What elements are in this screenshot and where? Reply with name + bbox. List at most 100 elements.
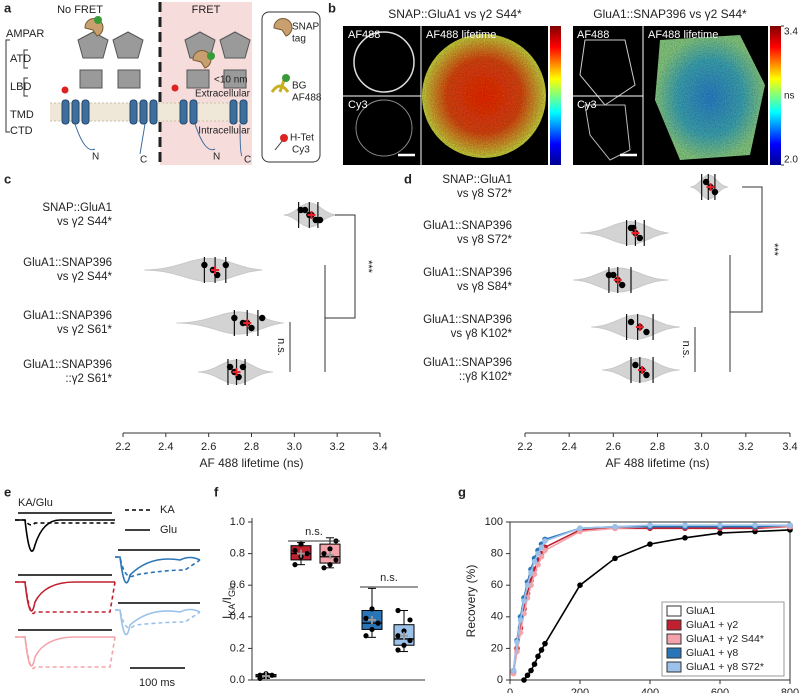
legend-label: GluA1 + γ2 S44*	[686, 633, 764, 645]
fluorophore	[94, 16, 102, 24]
data-point	[510, 667, 517, 674]
panel-label: a	[4, 0, 12, 15]
data-point	[702, 178, 710, 186]
category-label: GluA1::SNAP396	[423, 267, 512, 279]
significance-bracket	[729, 186, 763, 372]
legend-label: H-Tet	[290, 133, 314, 144]
legend-icon	[282, 74, 290, 82]
panel-label: d	[404, 171, 412, 186]
data-point	[612, 555, 618, 562]
data-point	[375, 620, 381, 626]
data-point	[682, 535, 688, 541]
trace	[15, 636, 116, 670]
legend-swatch	[666, 619, 682, 631]
x-tick-label: 3.0	[694, 441, 709, 453]
acceptor	[171, 84, 179, 92]
data-point	[333, 557, 339, 563]
annotation: n.s.	[380, 572, 398, 584]
legend-box	[261, 11, 321, 163]
traces-e	[15, 509, 201, 670]
data-point	[369, 626, 375, 633]
category-label: vs γ2 S61*	[57, 324, 112, 336]
data-point	[257, 672, 263, 678]
y-tick-label: 0.2	[230, 642, 245, 654]
data-point	[259, 314, 266, 322]
category-label: GluA1::SNAP396	[423, 357, 512, 369]
data-point	[542, 538, 548, 544]
distance-label: <10 nm	[214, 75, 248, 86]
mean-marker	[211, 266, 220, 274]
legend-swatch	[666, 647, 682, 659]
y-tick-label: 20	[491, 642, 503, 654]
data-point	[711, 188, 719, 196]
x-tick-label: 3.4	[372, 441, 387, 453]
annotation: n.s.	[305, 526, 323, 538]
category-label: GluA1::SNAP396	[423, 220, 512, 232]
data-point	[717, 522, 723, 528]
panel-label: f	[214, 484, 219, 499]
trace-title: KA/Glu	[18, 497, 53, 509]
legend-label: BG	[292, 81, 307, 92]
mean-marker	[297, 549, 305, 558]
x-tick-label: 2.2	[517, 441, 532, 453]
region-label: CTD	[10, 125, 33, 137]
data-point	[524, 582, 531, 588]
data-point	[363, 633, 369, 639]
mean-marker	[631, 229, 640, 237]
receptor	[77, 31, 251, 89]
data-point	[627, 318, 635, 326]
terminus: C	[244, 155, 251, 166]
x-tick-label: 2.4	[562, 441, 577, 453]
data-point	[643, 328, 650, 336]
data-point	[292, 547, 298, 554]
data-point	[239, 363, 247, 371]
colorbar	[770, 26, 781, 165]
violin	[176, 311, 284, 335]
data-point	[316, 216, 324, 224]
mean-marker	[326, 551, 334, 560]
data-point	[612, 523, 618, 530]
diagram-title: FRET	[192, 4, 221, 16]
data-point	[231, 314, 238, 322]
legend-icon	[273, 18, 293, 37]
x-tick-label: 200	[571, 687, 589, 693]
fluorophore	[207, 52, 215, 60]
data-point	[531, 558, 538, 565]
brackets	[5, 39, 28, 133]
y-tick-label: 1.0	[230, 516, 245, 528]
y-axis-label: Recovery (%)	[464, 565, 478, 638]
membrane-label: Intracellular	[198, 126, 250, 137]
x-tick-label: 400	[641, 687, 659, 693]
image-label: AF488 lifetime	[426, 29, 496, 41]
data-point	[531, 661, 538, 667]
legend-swatch	[666, 605, 682, 617]
texts: a b c d e f g No FRET FRET AMPAR ATD LBD…	[4, 0, 795, 688]
mean-marker	[400, 631, 408, 640]
data-point	[636, 234, 644, 242]
panel-label: e	[4, 484, 11, 499]
data-point	[528, 569, 534, 576]
mean-marker	[635, 323, 644, 331]
category-label: vs γ2 S44*	[57, 216, 112, 228]
diagram-title: No FRET	[57, 4, 103, 16]
colorbar-tick-label: 2.0	[784, 155, 798, 166]
region-label: ATD	[10, 53, 31, 65]
terminus: C	[140, 155, 147, 166]
mean-marker	[307, 211, 316, 219]
region-label: LBD	[10, 81, 31, 93]
data-point	[521, 677, 527, 683]
category-label: vs γ2 S44*	[57, 271, 112, 283]
trace	[115, 556, 201, 584]
mean-marker	[243, 319, 252, 327]
data-point	[752, 522, 758, 528]
image-label: AF488 lifetime	[648, 29, 718, 41]
data-point	[577, 525, 583, 532]
data-point	[201, 261, 208, 269]
lifetime-map	[655, 35, 765, 160]
y-axis-label-part: Glu	[227, 583, 237, 597]
data-point	[514, 639, 520, 645]
y-axis-label-part: /I	[220, 597, 234, 604]
acceptor	[61, 86, 69, 94]
y-axis-label-part: I	[220, 616, 234, 619]
